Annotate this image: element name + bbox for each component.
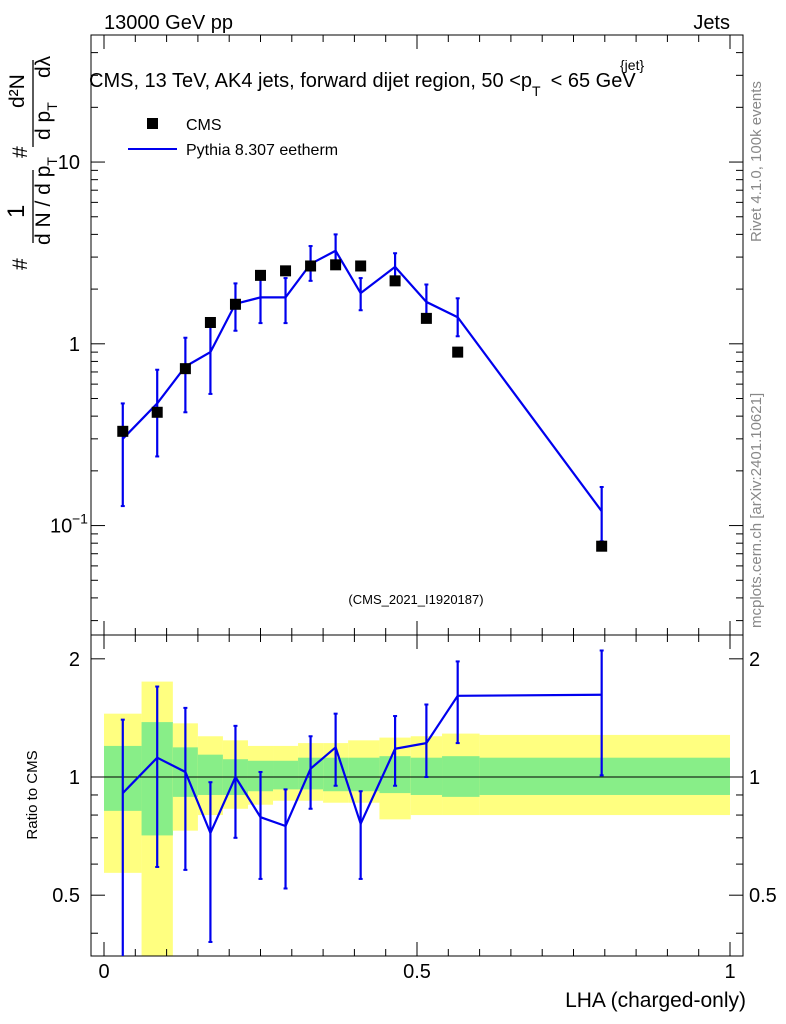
ratio-ytick-label-left: 0.5 — [52, 885, 80, 907]
x-tick-label: 1 — [724, 961, 735, 983]
main-ytick-label: 10 — [50, 516, 72, 538]
ylabel-dlambda: dλ — [32, 55, 55, 78]
ratio-panel: 0.5 0.5 1 1 2 2 — [52, 634, 777, 957]
main-ylabel: # 1 d N / d pT # d²N d pT dλ — [3, 55, 60, 270]
plot-title-main: CMS, 13 TeV, AK4 jets, forward dijet reg… — [89, 70, 532, 92]
legend-label-cms: CMS — [186, 117, 222, 134]
ratio-mc-line — [121, 693, 602, 836]
ylabel-dn: d N / d pT — [32, 157, 60, 245]
cms-data-point — [117, 425, 129, 437]
ratio-band-green — [273, 760, 299, 790]
ratio-uncertainty-bands — [91, 681, 743, 956]
ratio-ytick-label-right: 2 — [749, 649, 760, 671]
mcplots-label: mcplots.cern.ch [arXiv:2401.10621] — [748, 393, 765, 628]
legend: CMS Pythia 8.307 eetherm — [128, 117, 338, 159]
ratio-band-green — [479, 757, 730, 795]
cms-data-point — [452, 346, 464, 358]
cms-data-point — [305, 260, 317, 272]
x-axis-label: LHA (charged-only) — [565, 989, 746, 1012]
main-frame — [90, 34, 744, 636]
ylabel-dpt: d pT — [32, 102, 60, 140]
legend-marker-cms — [147, 118, 158, 129]
cms-data-point — [355, 260, 367, 272]
ratio-ytick-label-right: 0.5 — [749, 885, 777, 907]
legend-label-pythia: Pythia 8.307 eetherm — [186, 142, 338, 159]
cms-data-point — [330, 259, 342, 271]
cms-data-point — [280, 265, 292, 277]
plot-title-end: < 65 GeV — [551, 70, 637, 92]
x-tick-label: 0 — [98, 961, 109, 983]
analysis-id: (CMS_2021_I1920187) — [348, 592, 483, 607]
ylabel-hash-2: # — [9, 146, 32, 158]
main-ytick-label: 1 — [69, 334, 80, 356]
ratio-axis-ticks: 0.5 0.5 1 1 2 2 — [52, 635, 777, 956]
header-right: Jets — [693, 12, 730, 34]
ratio-ytick-label-right: 1 — [749, 767, 760, 789]
cms-data-point — [255, 269, 266, 281]
main-ytick-label-exp: −1 — [72, 511, 88, 527]
cms-data-point — [204, 316, 216, 328]
ylabel-hash-1: # — [9, 258, 32, 270]
main-ytick-label: 10 — [58, 152, 80, 174]
rivet-label: Rivet 4.1.0, 100k events — [748, 81, 765, 242]
ratio-mc-series — [120, 649, 604, 956]
plot-title-sup: {jet} — [620, 57, 644, 73]
ratio-ylabel: Ratio to CMS — [24, 750, 41, 839]
ratio-ytick-label-left: 1 — [69, 767, 80, 789]
cms-data-point — [229, 298, 241, 310]
cms-data-point — [151, 406, 163, 418]
plot-title: CMS, 13 TeV, AK4 jets, forward dijet reg… — [89, 70, 636, 99]
cms-data-point — [389, 275, 401, 287]
ylabel-one: 1 — [3, 205, 30, 218]
header-left: 13000 GeV pp — [104, 12, 233, 34]
cms-data-point — [420, 312, 432, 324]
ratio-ytick-label-left: 2 — [69, 649, 80, 671]
ratio-band-green — [348, 757, 380, 792]
x-tick-label: 0.5 — [403, 961, 431, 983]
cms-data-point — [179, 363, 191, 375]
data-series — [117, 259, 608, 552]
plot-title-sub: T — [532, 83, 541, 99]
ylabel-d2n: d²N — [6, 74, 29, 108]
cms-data-point — [596, 540, 608, 552]
x-axis-ticks: 0 0.5 1 — [98, 961, 735, 983]
